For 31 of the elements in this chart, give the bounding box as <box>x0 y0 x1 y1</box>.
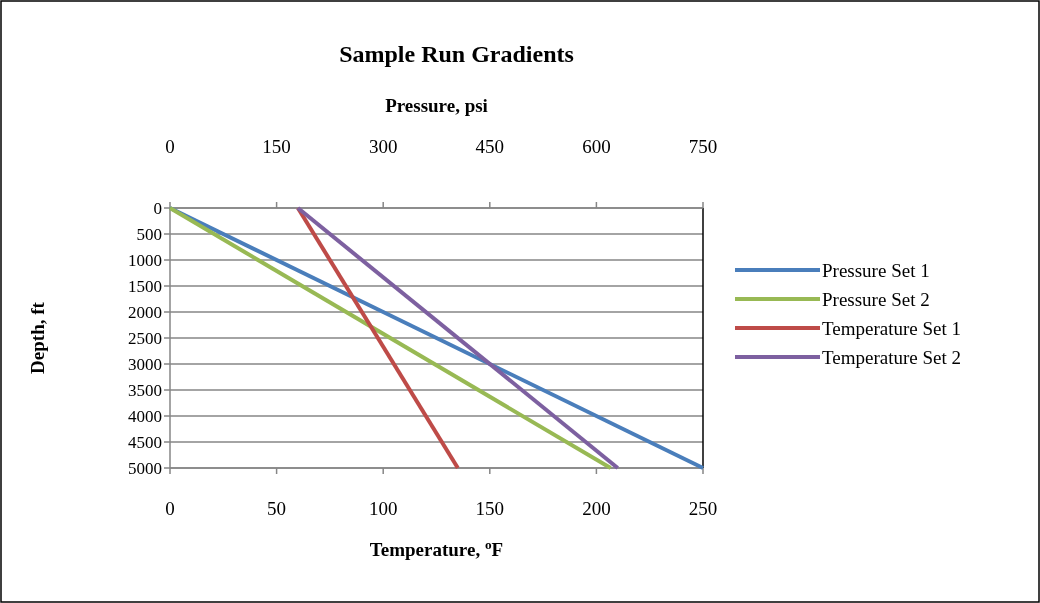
x-tick-label: 250 <box>688 498 718 519</box>
x-tick-label: 150 <box>475 498 505 519</box>
y-tick-label: 2500 <box>128 328 162 348</box>
x2-tick-label: 750 <box>688 136 718 157</box>
legend-label: Temperature Set 1 <box>822 317 962 339</box>
x-tick-label: 50 <box>267 498 287 519</box>
chart-title: Sample Run Gradients <box>339 41 574 67</box>
x2-tick-label: 450 <box>475 136 505 157</box>
x-tick-label: 0 <box>165 498 175 519</box>
x2-tick-label: 600 <box>582 136 611 157</box>
y-tick-label: 1000 <box>128 250 162 270</box>
legend-label: Pressure Set 1 <box>822 259 930 281</box>
x2-tick-label: 300 <box>368 136 398 157</box>
y-tick-label: 2000 <box>128 302 162 322</box>
y-tick-label: 5000 <box>128 458 162 478</box>
y-tick-label: 3500 <box>128 380 162 400</box>
y-tick-label: 4500 <box>128 432 162 452</box>
y-tick-label: 4000 <box>128 406 162 426</box>
y-tick-label: 3000 <box>128 354 162 374</box>
x-tick-label: 100 <box>368 498 398 519</box>
legend-label: Pressure Set 2 <box>822 288 930 310</box>
y-axis-title: Depth, ft <box>27 301 48 374</box>
x-axis-title: Temperature, $^{o}$F <box>369 536 504 560</box>
y-tick-label: 500 <box>136 224 162 244</box>
x2-axis-title: Pressure, psi <box>385 95 488 116</box>
y-tick-label: 1500 <box>128 276 162 296</box>
x2-tick-label: 150 <box>262 136 291 157</box>
legend-label: Temperature Set 2 <box>822 346 962 368</box>
x-tick-label: 200 <box>582 498 611 519</box>
y-tick-label: 0 <box>153 198 162 218</box>
x2-tick-label: 0 <box>165 136 175 157</box>
